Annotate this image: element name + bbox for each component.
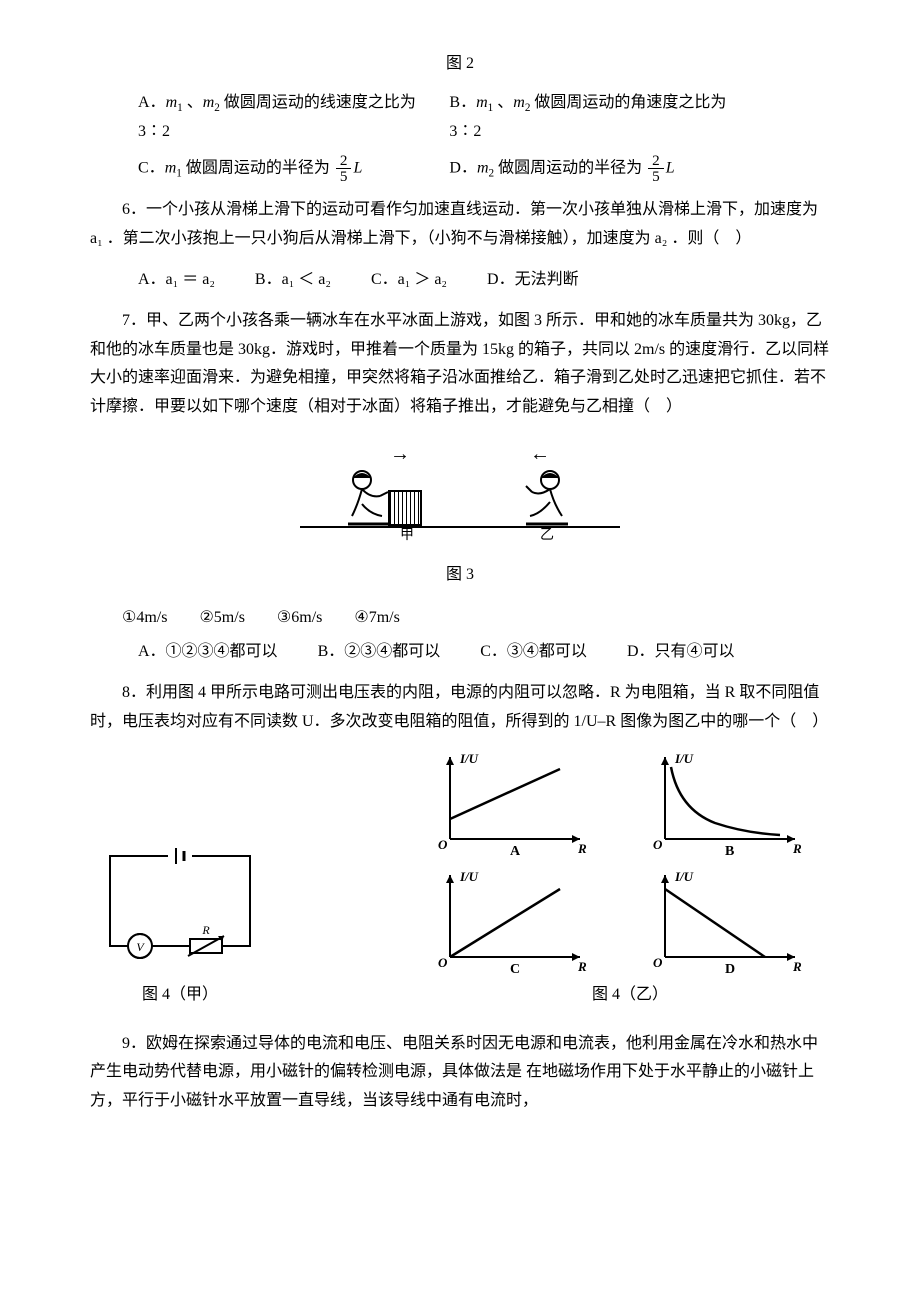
svg-text:R: R bbox=[577, 841, 587, 856]
graph-d: I/U O R D bbox=[645, 867, 805, 977]
q6-text: 6．一个小孩从滑梯上滑下的运动可看作匀加速直线运动．第一次小孩单独从滑梯上滑下，… bbox=[90, 196, 830, 254]
graph-c: I/U O R C bbox=[430, 867, 590, 977]
q7-opt-a: A．①②③④都可以 bbox=[138, 638, 278, 667]
box-icon bbox=[388, 490, 422, 526]
q6-options: A．a₁ ＝ a₂ B．a₁ ＜ a₂ C．a₁ ＞ a₂ D．无法判断 bbox=[90, 266, 830, 295]
circuit-diagram: V V R 图 4（甲） bbox=[90, 836, 270, 1018]
graph-a: I/U O R A bbox=[430, 749, 590, 859]
figure-4: V V R 图 4（甲） I/U O bbox=[90, 749, 830, 1018]
svg-text:D: D bbox=[725, 962, 735, 977]
figure-4-jia-caption: 图 4（甲） bbox=[90, 981, 270, 1010]
svg-text:I/U: I/U bbox=[459, 869, 479, 884]
q6-opt-a: A．a₁ ＝ a₂ bbox=[138, 266, 215, 295]
q7-circled: ①4m/s ②5m/s ③6m/s ④7m/s bbox=[122, 604, 830, 633]
q7-text: 7．甲、乙两个小孩各乘一辆冰车在水平冰面上游戏，如图 3 所示．甲和她的冰车质量… bbox=[90, 307, 830, 422]
q5-opt-c: C．m1 做圆周运动的半径为 25L bbox=[138, 153, 449, 184]
label-yi: 乙 bbox=[540, 523, 554, 548]
svg-text:O: O bbox=[653, 837, 663, 852]
q7-options: A．①②③④都可以 B．②③④都可以 C．③④都可以 D．只有④可以 bbox=[90, 638, 830, 667]
figure-2-caption: 图 2 bbox=[90, 50, 830, 79]
q5-opt-a: A．m1 、m2 做圆周运动的线速度之比为 3∶2 bbox=[138, 89, 449, 147]
svg-text:A: A bbox=[510, 844, 521, 859]
ground-line bbox=[300, 526, 620, 528]
q6-opt-b: B．a₁ ＜ a₂ bbox=[255, 266, 331, 295]
q5-opt-b: B．m1 、m2 做圆周运动的角速度之比为 3∶2 bbox=[449, 89, 760, 147]
q6-opt-d: D．无法判断 bbox=[487, 266, 579, 295]
figure-3-caption: 图 3 bbox=[90, 561, 830, 590]
figure-4-yi-caption: 图 4（乙） bbox=[430, 981, 830, 1010]
svg-text:I/U: I/U bbox=[459, 751, 479, 766]
q5-options-row1: A．m1 、m2 做圆周运动的线速度之比为 3∶2 B．m1 、m2 做圆周运动… bbox=[90, 89, 830, 147]
label-jia: 甲 bbox=[400, 523, 414, 548]
svg-text:B: B bbox=[725, 844, 734, 859]
q5-opt-d: D．m2 做圆周运动的半径为 25L bbox=[449, 153, 760, 184]
svg-text:R: R bbox=[792, 841, 802, 856]
svg-text:I/U: I/U bbox=[674, 869, 694, 884]
svg-text:R: R bbox=[201, 923, 210, 937]
svg-text:O: O bbox=[653, 955, 663, 970]
q9-text: 9．欧姆在探索通过导体的电流和电压、电阻关系时因无电源和电流表，他利用金属在冷水… bbox=[90, 1030, 830, 1116]
svg-text:C: C bbox=[510, 962, 520, 977]
graph-b: I/U O R B bbox=[645, 749, 805, 859]
q7-opt-b: B．②③④都可以 bbox=[318, 638, 441, 667]
q5-options-row2: C．m1 做圆周运动的半径为 25L D．m2 做圆周运动的半径为 25L bbox=[90, 153, 830, 184]
q6-opt-c: C．a₁ ＞ a₂ bbox=[371, 266, 447, 295]
q7-opt-c: C．③④都可以 bbox=[480, 638, 587, 667]
svg-text:I/U: I/U bbox=[674, 751, 694, 766]
kid-yi-icon bbox=[510, 466, 580, 526]
figure-3: → ← 甲 乙 图 3 bbox=[90, 436, 830, 590]
svg-text:O: O bbox=[438, 837, 448, 852]
svg-text:O: O bbox=[438, 955, 448, 970]
svg-text:R: R bbox=[577, 959, 587, 974]
q7-opt-d: D．只有④可以 bbox=[627, 638, 735, 667]
svg-text:R: R bbox=[792, 959, 802, 974]
q8-text: 8．利用图 4 甲所示电路可测出电压表的内阻，电源的内阻可以忽略．R 为电阻箱，… bbox=[90, 679, 830, 737]
